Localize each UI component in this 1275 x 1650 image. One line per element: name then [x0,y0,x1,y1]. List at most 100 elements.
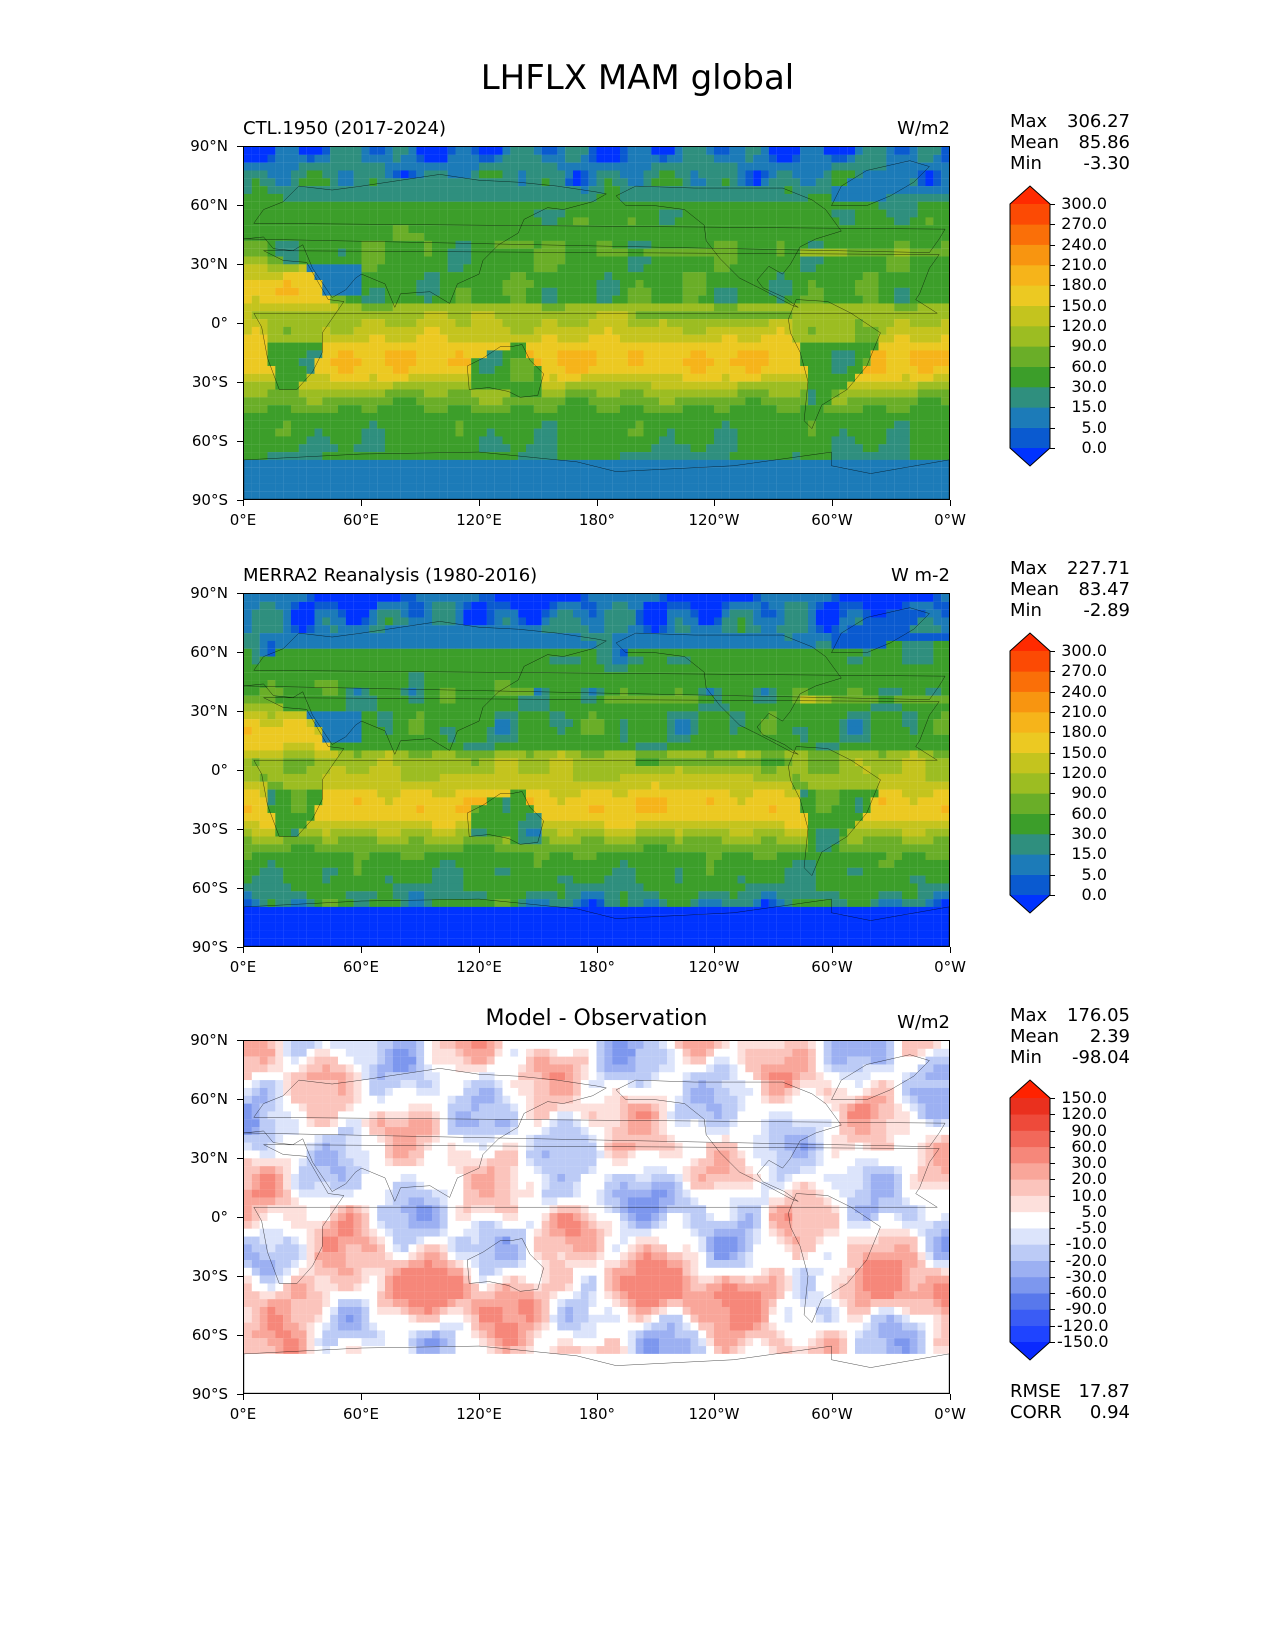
lat-tick-label: 90°S [191,938,228,956]
coastline [244,174,945,307]
colorbar [1009,632,1051,914]
colorbar-segment [1010,1163,1050,1180]
lon-tick [832,947,833,953]
colorbar-tick [1050,692,1055,693]
colorbar-tick-label: -120.0 [1057,1316,1109,1335]
colorbar-tick [1050,1228,1055,1229]
lat-tick [237,441,243,442]
colorbar-tick-label: 30.0 [1071,1153,1107,1172]
coastline [832,161,930,206]
colorbar-tick [1050,1131,1055,1132]
lon-tick [714,500,715,506]
colorbar-segment [1010,387,1050,408]
stat-label: Min [1010,600,1042,621]
lon-tick [597,500,598,506]
colorbar-tick-label: 90.0 [1071,336,1107,355]
colorbar-tick [1050,407,1055,408]
coastline [832,608,930,653]
colorbar-tick [1050,712,1055,713]
lat-tick-label: 60°S [191,1326,228,1344]
stats-row: Min -2.89 [1010,600,1130,622]
colorbar-segment [1010,793,1050,814]
colorbar-tick [1050,814,1055,815]
lon-tick-label: 60°E [342,958,380,976]
lat-tick [237,1040,243,1041]
coastline [467,345,543,398]
coastline [788,747,880,876]
colorbar-segment [1010,346,1050,367]
stats-row: Max 227.71 [1010,558,1130,580]
map-plot [243,1040,950,1394]
stat-label: Max [1010,1005,1048,1026]
lon-tick-label: 180° [578,511,616,529]
lon-tick [950,1394,951,1400]
colorbar-tick [1050,1163,1055,1164]
panel-title: CTL.1950 (2017-2024) [243,118,447,139]
colorbar-segment [1010,305,1050,327]
colorbar-segment [1010,285,1050,306]
lat-tick-label: 60°S [191,432,228,450]
stat-label: Mean [1010,579,1060,600]
colorbar-tick [1050,245,1055,246]
lat-tick [237,829,243,830]
colorbar-tick-label: -90.0 [1065,1299,1107,1318]
lat-tick [237,1158,243,1159]
lon-tick-label: 180° [578,958,616,976]
lat-tick [237,888,243,889]
stat-value: 83.47 [1078,579,1130,600]
coastline [616,633,841,754]
colorbar-tick-label: 0.0 [1081,885,1107,904]
colorbar-segment [1010,752,1050,774]
colorbar [1009,1079,1051,1361]
lon-tick [479,1394,480,1400]
stat-label: Max [1010,111,1048,132]
colorbar-tick [1050,285,1055,286]
panel-units: W/m2 [897,118,950,139]
colorbar-extend-min [1010,1342,1050,1360]
stat-label: Min [1010,153,1042,174]
colorbar-segment [1010,1325,1050,1343]
colorbar-tick [1050,265,1055,266]
stats-row: Mean 85.86 [1010,132,1130,154]
colorbar-tick [1050,448,1055,449]
lat-tick [237,323,243,324]
colorbar-segment [1010,244,1050,266]
lat-tick [237,947,243,948]
colorbar-tick-label: 60.0 [1071,357,1107,376]
colorbar-tick [1050,753,1055,754]
panel-title: MERRA2 Reanalysis (1980-2016) [243,565,538,586]
colorbar-tick-label: 60.0 [1071,1137,1107,1156]
colorbar-tick-label: 150.0 [1061,1088,1107,1107]
colorbar-segment [1010,1146,1050,1164]
colorbar-segment [1010,1228,1050,1245]
lon-tick-label: 180° [578,1405,616,1423]
colorbar-segment [1010,1114,1050,1131]
colorbar-tick [1050,428,1055,429]
colorbar-extend-max [1010,186,1050,204]
lon-tick-label: 120°W [688,511,740,529]
lat-tick [237,382,243,383]
stats-row: Max 306.27 [1010,111,1130,133]
colorbar-segment [1010,1293,1050,1310]
colorbar-tick-label: 90.0 [1071,783,1107,802]
lon-tick-label: 60°E [342,1405,380,1423]
lat-tick-label: 30°N [190,255,228,273]
lon-tick-label: 0°W [934,958,966,976]
colorbar-segment [1010,1244,1050,1261]
colorbar-segment [1010,1130,1050,1148]
colorbar-tick [1050,387,1055,388]
colorbar-tick [1050,651,1055,652]
stats-row: Mean 83.47 [1010,579,1130,601]
colorbar-tick-label: 240.0 [1061,235,1107,254]
colorbar-tick-label: 5.0 [1081,865,1107,884]
colorbar-segment [1010,1260,1050,1278]
colorbar-tick [1050,793,1055,794]
colorbar-tick-label: 150.0 [1061,296,1107,315]
lon-tick [361,947,362,953]
colorbar-segment [1010,854,1050,875]
metric-row: RMSE 17.87 [1010,1381,1130,1403]
stat-value: 2.39 [1089,1026,1130,1047]
colorbar-tick-label: -60.0 [1065,1283,1107,1302]
stat-label: Max [1010,558,1048,579]
lon-tick [832,500,833,506]
